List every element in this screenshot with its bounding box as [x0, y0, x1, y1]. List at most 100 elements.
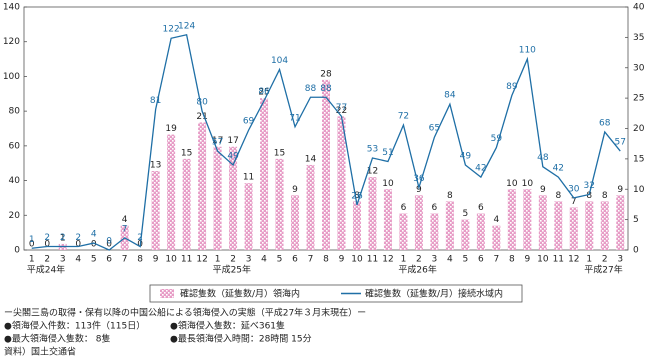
y2-tick-label: 30: [633, 63, 645, 73]
line-value-label: 1: [29, 235, 35, 245]
line-value-label: 88: [305, 84, 317, 94]
x-tick-label: 9: [339, 255, 345, 265]
bar-value-label: 28: [320, 69, 332, 79]
line-value-label: 49: [227, 151, 239, 161]
bar: [492, 225, 501, 250]
line-value-label: 2: [75, 233, 81, 243]
line-value-label: 57: [212, 138, 223, 148]
y2-tick-label: 15: [633, 154, 644, 164]
y2-tick-label: 25: [633, 94, 644, 104]
bar-value-label: 9: [416, 185, 422, 195]
bar-value-label: 8: [602, 191, 608, 201]
bar: [213, 146, 222, 250]
x-tick-label: 2: [230, 255, 236, 265]
bar-value-label: 4: [122, 215, 128, 225]
bar-value-label: 10: [382, 179, 394, 189]
x-tick-label: 3: [432, 255, 438, 265]
bar-value-label: 25: [258, 88, 269, 98]
bar: [585, 201, 594, 250]
legend-swatch: [160, 289, 174, 298]
bar-value-label: 7: [571, 197, 577, 207]
line-value-label: 32: [584, 181, 595, 191]
bar: [414, 195, 423, 250]
bar-value-label: 0: [44, 240, 50, 250]
bar-value-label: 0: [106, 240, 112, 250]
x-tick-label: 10: [537, 255, 549, 265]
bar-value-label: 0: [29, 240, 35, 250]
bar: [182, 158, 191, 250]
bar-value-label: 21: [196, 112, 207, 122]
line-value-label: 65: [429, 124, 440, 134]
bar: [476, 213, 485, 250]
x-tick-label: 4: [75, 255, 81, 265]
line-value-label: 36: [413, 174, 425, 184]
bar-value-label: 6: [432, 203, 438, 213]
bar-value-label: 0: [75, 240, 81, 250]
x-tick-label: 6: [106, 255, 112, 265]
legend-label: 確認隻数（延隻数/月）領海内: [180, 288, 300, 300]
line-value-label: 42: [553, 164, 564, 174]
line-value-label: 4: [91, 230, 97, 240]
bar-value-label: 12: [367, 167, 378, 177]
x-tick-label: 2: [416, 255, 422, 265]
line-value-label: 89: [506, 82, 518, 92]
bar: [322, 79, 330, 251]
bar: [538, 195, 547, 250]
bar: [337, 116, 346, 250]
x-tick-label: 12: [196, 255, 207, 265]
line-value-label: 2: [44, 233, 50, 243]
bar: [306, 164, 315, 250]
year-label: 平成24年: [27, 264, 65, 276]
x-tick-label: 6: [478, 255, 484, 265]
y-tick-label: 40: [9, 176, 21, 186]
y-tick-label: 80: [9, 107, 21, 117]
bar: [352, 201, 361, 250]
note-item: ●最長領海侵入時間：28時間 15分: [170, 333, 312, 345]
bar-value-label: 6: [478, 203, 484, 213]
line-value-label: 0: [106, 237, 112, 247]
y-tick-label: 20: [9, 211, 21, 221]
line-value-label: 2: [60, 233, 66, 243]
line-value-label: 53: [367, 145, 378, 155]
line-value-label: 122: [163, 25, 180, 35]
line-value-label: 49: [460, 151, 472, 161]
y2-tick-label: 20: [633, 124, 645, 134]
line-value-label: 104: [271, 56, 288, 66]
line-value-label: 48: [537, 153, 549, 163]
notes-title: ー尖閣三島の取得・保有以降の中国公船による領海侵入の実態（平成27年３月末現在）…: [4, 307, 366, 319]
bar-value-label: 9: [292, 185, 298, 195]
x-tick-label: 1: [401, 255, 407, 265]
line-value-label: 110: [519, 46, 536, 56]
x-tick-label: 6: [292, 255, 298, 265]
x-tick-label: 10: [351, 255, 363, 265]
bar-value-label: 8: [354, 191, 360, 201]
y-tick-label: 60: [9, 141, 21, 151]
bar: [198, 122, 207, 250]
y-tick-label: 100: [3, 72, 20, 82]
x-tick-label: 5: [277, 255, 283, 265]
bar: [461, 219, 470, 250]
bar: [569, 207, 578, 250]
bar: [430, 213, 439, 250]
bar-value-label: 13: [150, 161, 161, 171]
bar: [554, 201, 563, 250]
line-value-label: 68: [599, 118, 611, 128]
year-label: 平成25年: [213, 264, 251, 276]
line-value-label: 71: [289, 113, 300, 123]
line-value-label: 2: [137, 233, 143, 243]
bar: [151, 171, 160, 250]
line-value-label: 84: [444, 91, 456, 101]
bar: [383, 189, 392, 250]
bar: [399, 213, 408, 250]
y2-tick-label: 40: [633, 3, 645, 13]
x-tick-label: 7: [493, 255, 499, 265]
legend-box: [149, 284, 523, 303]
y-tick-label: 0: [14, 246, 20, 256]
legend-label: 確認隻数（延隻数/月）接続水域内: [365, 288, 503, 300]
line-value-label: 42: [475, 164, 486, 174]
x-tick-label: 3: [246, 255, 252, 265]
line-value-label: 86: [258, 87, 270, 97]
x-tick-label: 4: [447, 255, 453, 265]
line-value-label: 88: [320, 84, 332, 94]
